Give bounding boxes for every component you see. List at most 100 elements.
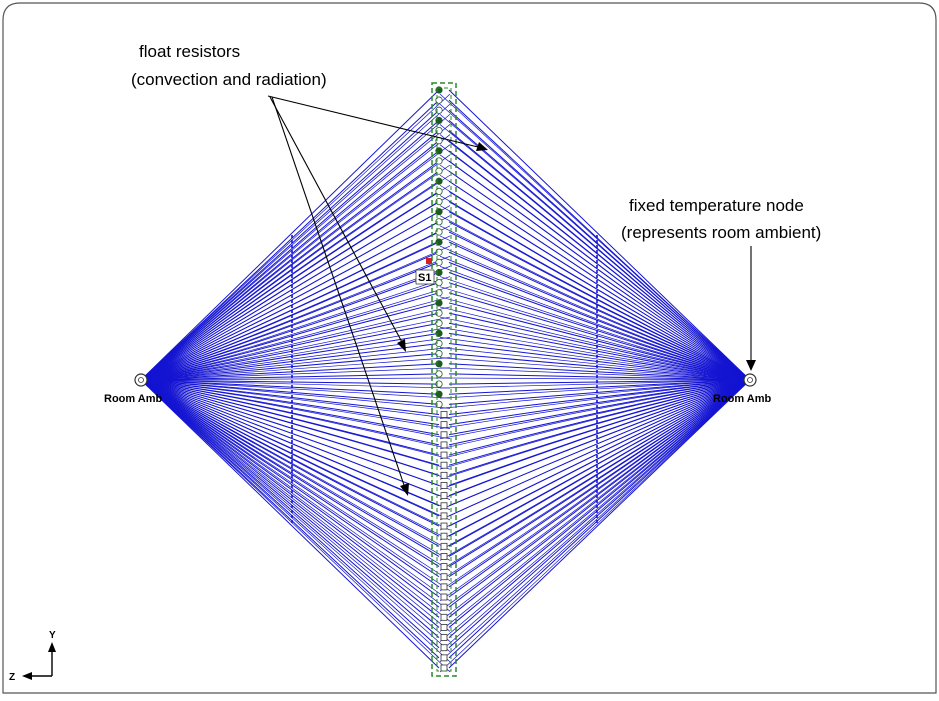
- diffusion-node[interactable]: [440, 664, 448, 672]
- resistor-line: [140, 180, 440, 381]
- resistor-line: [439, 367, 751, 381]
- diffusion-node[interactable]: [440, 563, 448, 570]
- diffusion-node[interactable]: [440, 502, 448, 510]
- resistor-line: [140, 201, 440, 381]
- resistor-line: [140, 379, 451, 429]
- diffusion-node[interactable]: [440, 593, 448, 601]
- surface-outline-inner[interactable]: [436, 87, 452, 672]
- resistor-line: [140, 379, 440, 426]
- diffusion-node[interactable]: [440, 522, 448, 530]
- boundary-node-icon: [134, 373, 148, 387]
- resistor-line: [439, 379, 751, 592]
- diffusion-node[interactable]: [440, 624, 448, 631]
- diffusion-node[interactable]: [440, 542, 448, 550]
- surface-outline-outer[interactable]: [431, 82, 457, 677]
- diffusion-node[interactable]: [440, 411, 448, 418]
- diffusion-node[interactable]: [440, 532, 448, 540]
- resistor-line: [448, 99, 751, 381]
- resistor-line: [140, 379, 451, 399]
- resistor-line: [140, 379, 451, 511]
- source-s1-label: S1: [418, 272, 431, 284]
- resistor-line: [439, 379, 751, 409]
- diffusion-node[interactable]: [440, 603, 448, 611]
- diffusion-node[interactable]: [440, 421, 448, 429]
- diffusion-node[interactable]: [440, 634, 448, 641]
- resistor-line: [140, 379, 451, 440]
- resistor-line: [140, 99, 440, 381]
- diffusion-node[interactable]: [440, 451, 448, 459]
- diffusion-node[interactable]: [440, 431, 448, 439]
- fixed-node-subtitle: (represents room ambient): [621, 223, 821, 242]
- right-room-ambient-node[interactable]: Room Amb: [713, 373, 772, 405]
- resistor-line: [140, 379, 451, 450]
- resistor-line: [140, 379, 451, 551]
- resistor-line: [140, 312, 440, 381]
- y-axis-label: Y: [49, 630, 56, 641]
- resistor-line: [448, 180, 751, 381]
- resistor-line: [448, 379, 751, 638]
- resistor-line: [140, 379, 451, 490]
- resistor-line: [140, 93, 451, 381]
- resistor-line: [439, 379, 751, 673]
- resistor-line: [140, 272, 440, 381]
- resistor-line: [140, 353, 440, 381]
- diffusion-node[interactable]: [440, 512, 448, 520]
- axis-triad: Y Z: [9, 630, 56, 683]
- float-resistor-network: [140, 89, 751, 673]
- z-axis-label: Z: [9, 672, 15, 683]
- resistor-line: [140, 379, 440, 618]
- diffusion-node[interactable]: [440, 482, 448, 489]
- diffusion-node[interactable]: [440, 654, 448, 662]
- arrowhead-icon: [397, 339, 406, 352]
- float-resistors-title: float resistors: [139, 42, 240, 61]
- resistor-line: [439, 296, 751, 381]
- resistor-line: [140, 379, 451, 592]
- resistor-line: [439, 337, 751, 381]
- resistor-line: [140, 231, 440, 381]
- resistor-line: [448, 343, 751, 381]
- resistor-line: [140, 379, 451, 571]
- resistor-line: [140, 261, 440, 381]
- diffusion-node[interactable]: [440, 441, 448, 449]
- boundary-node-inner-icon: [747, 377, 753, 383]
- arrowhead-icon: [746, 360, 756, 371]
- right-room-ambient-label: Room Amb: [713, 393, 772, 405]
- resistor-line: [140, 322, 440, 381]
- float-resistor-pointer-lines: [267, 95, 483, 489]
- resistor-line: [448, 130, 751, 381]
- resistor-line: [448, 379, 751, 659]
- resistor-line: [448, 322, 751, 381]
- y-axis-arrow-icon: [48, 642, 56, 652]
- diffusion-node[interactable]: [440, 553, 448, 560]
- resistor-line: [448, 379, 751, 618]
- resistor-line: [448, 190, 751, 381]
- source-s1-marker[interactable]: S1: [415, 258, 435, 285]
- diffusion-node[interactable]: [440, 644, 448, 652]
- resistor-line: [448, 109, 751, 381]
- resistor-line: [140, 343, 440, 381]
- resistor-line: [140, 379, 451, 389]
- resistor-line: [439, 379, 751, 460]
- left-room-ambient-node[interactable]: Room Amb: [104, 373, 163, 405]
- diffusion-node[interactable]: [440, 492, 448, 500]
- resistor-line: [140, 379, 451, 582]
- resistor-line: [439, 379, 751, 531]
- resistor-line: [439, 326, 751, 381]
- resistor-line: [439, 379, 751, 521]
- resistor-line: [140, 379, 440, 628]
- resistor-line: [140, 379, 451, 602]
- diffusion-node[interactable]: [440, 471, 448, 479]
- resistor-line: [448, 292, 751, 381]
- resistor-line: [448, 140, 751, 381]
- diffusion-node[interactable]: [440, 613, 448, 621]
- diffusion-node[interactable]: [440, 573, 448, 581]
- resistor-line: [439, 379, 751, 480]
- diffusion-node[interactable]: [440, 583, 448, 591]
- resistor-line: [439, 286, 751, 381]
- resistor-line: [448, 150, 751, 381]
- diffusion-node[interactable]: [440, 461, 448, 469]
- resistor-line: [439, 379, 751, 541]
- resistor-line: [439, 276, 751, 381]
